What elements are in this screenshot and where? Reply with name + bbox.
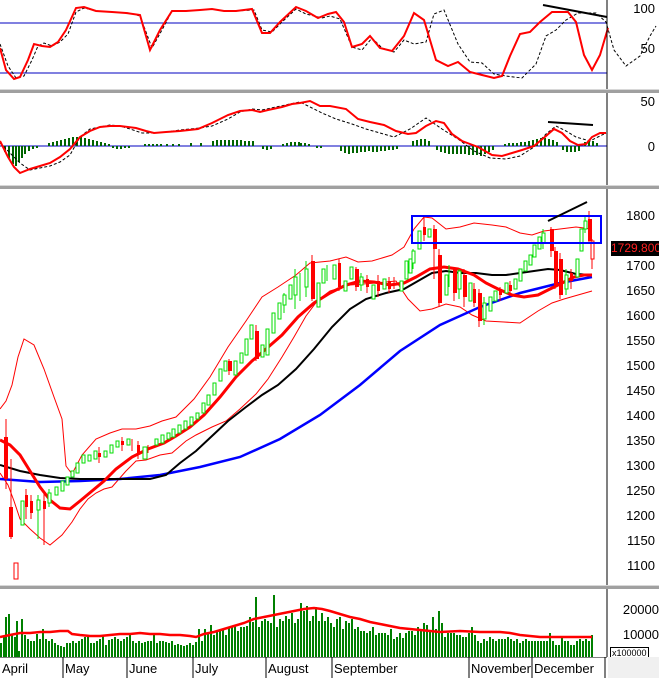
macd-plot	[0, 93, 608, 185]
stoch-label-50: 50	[640, 41, 655, 56]
stochastic-panel: 100 50	[0, 0, 659, 89]
price-label-1200: 1200	[626, 508, 655, 523]
price-label-1550: 1550	[626, 333, 655, 348]
bollinger-lower	[0, 280, 593, 546]
volume-panel: 20000 10000	[0, 589, 659, 657]
price-label-1600: 1600	[626, 308, 655, 323]
month-label-august: August	[268, 661, 309, 676]
panel-separator[interactable]	[0, 185, 659, 189]
ma50-line	[0, 267, 593, 480]
volume-label-20000: 20000	[622, 602, 659, 617]
x-axis	[0, 657, 607, 678]
price-label-1700: 1700	[626, 258, 655, 273]
stoch-label-100: 100	[633, 1, 655, 16]
volume-ma-line	[0, 606, 592, 639]
month-label-september: September	[334, 661, 398, 676]
volume-bars	[0, 595, 593, 657]
panel-separator[interactable]	[0, 585, 659, 589]
month-label-july: July	[195, 661, 219, 676]
last-price-tag: 1729.800	[611, 241, 659, 256]
ma100-line	[0, 275, 593, 484]
price-label-1300: 1300	[626, 458, 655, 473]
bollinger-upper	[0, 216, 593, 475]
month-label-november: November	[471, 661, 531, 676]
volume-plot	[0, 589, 608, 657]
candlesticks	[4, 211, 595, 580]
panel-separator[interactable]	[0, 89, 659, 93]
month-label-may: May	[65, 661, 90, 676]
rising-highs-trendline	[547, 201, 588, 222]
price-panel: 1800 1700 1650 1600 1550 1500 1450 1400 …	[0, 189, 659, 585]
price-label-1650: 1650	[626, 283, 655, 298]
price-label-1500: 1500	[626, 358, 655, 373]
month-label-december: December	[534, 661, 594, 676]
price-label-1400: 1400	[626, 408, 655, 423]
macd-label-50: 50	[640, 94, 655, 109]
macd-histogram	[4, 137, 598, 166]
macd-panel: 50 0	[0, 93, 659, 185]
price-label-1350: 1350	[626, 433, 655, 448]
resistance-box	[411, 215, 602, 244]
axis-corner	[608, 657, 659, 678]
month-label-june: June	[129, 661, 158, 676]
stochastic-plot	[0, 0, 657, 89]
price-plot	[0, 189, 608, 585]
month-label-april: April	[2, 661, 29, 676]
price-label-1150: 1150	[627, 533, 655, 548]
price-label-1250: 1250	[626, 483, 655, 498]
price-label-1800: 1800	[626, 208, 655, 223]
price-label-1100: 1100	[627, 558, 655, 573]
macd-label-0: 0	[647, 139, 655, 154]
volume-label-10000: 10000	[622, 627, 659, 642]
ma20-line	[0, 265, 592, 511]
price-label-1450: 1450	[626, 383, 655, 398]
